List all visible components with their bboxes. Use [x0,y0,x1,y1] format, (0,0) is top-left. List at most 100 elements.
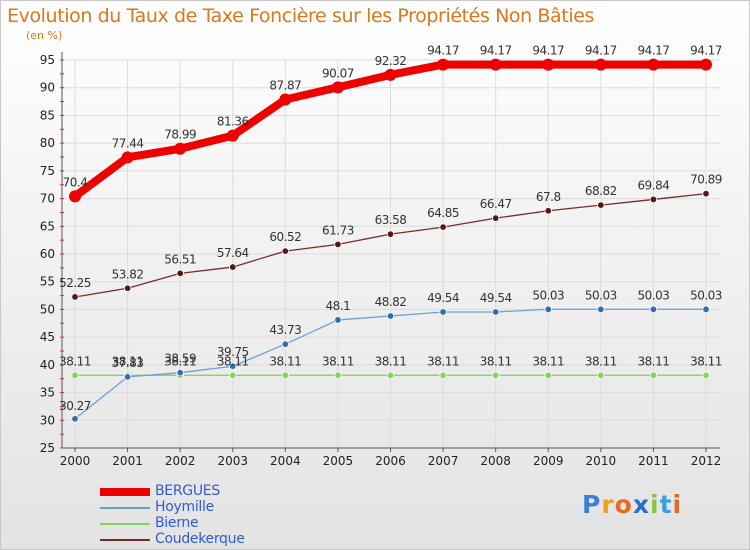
x-tick-label: 2003 [217,454,248,468]
data-point-bergues [437,58,450,71]
data-label-coudekerque: 61.73 [322,223,354,237]
y-tick-label: 55 [40,275,55,289]
y-axis-ticks: 25 30 35 40 45 50 55 60 65 70 75 80 85 90 95 [40,53,55,455]
logo-letter: x [632,490,650,519]
data-point-hoymille [334,316,342,324]
proxiti-logo: Proxiti [582,490,682,519]
data-label-bierne: 38.11 [164,354,196,368]
data-point-coudekerque [702,189,710,198]
data-label-bierne: 38.11 [375,354,407,368]
data-point-bierne [334,371,342,380]
y-tick-label: 95 [40,53,55,67]
data-point-coudekerque [281,247,290,255]
data-point-bierne [71,371,79,380]
data-label-coudekerque: 57.64 [217,246,249,260]
logo-letter: i [650,490,660,519]
data-point-hoymille [176,368,184,377]
data-label-bergues: 77.44 [112,136,144,150]
data-point-hoymille [71,415,79,423]
legend-swatch [100,523,150,525]
legend-label: Coudekerque [155,531,245,547]
data-label-bergues: 94.17 [480,44,512,58]
data-label-hoymille: 50.03 [690,288,722,302]
y-tick-label: 65 [40,219,55,233]
data-point-bierne [491,371,500,380]
data-point-coudekerque [597,201,605,209]
data-label-bergues: 81.36 [217,115,249,129]
data-label-bierne: 38.11 [322,354,354,368]
x-tick-label: 2011 [638,454,669,468]
data-point-hoymille [702,305,710,313]
data-point-coudekerque [649,195,658,204]
data-label-coudekerque: 53.82 [112,267,144,281]
data-point-hoymille [439,308,447,316]
legend-item-coudekerque: Coudekerque [100,531,300,548]
data-point-coudekerque [176,269,184,278]
x-tick-label: 2007 [428,454,459,468]
data-label-bergues: 78.99 [164,128,196,142]
data-label-coudekerque: 66.47 [480,197,512,211]
data-label-bergues: 94.17 [690,44,722,58]
y-tick-label: 40 [40,358,55,372]
data-label-bierne: 38.11 [112,354,144,368]
legend-item-hoymille: Hoymille [100,499,300,516]
data-label-hoymille: 43.73 [269,323,301,337]
legend-label: Bierne [155,515,199,531]
y-tick-label: 25 [40,441,55,455]
data-label-coudekerque: 63.58 [375,213,407,227]
data-point-bergues [121,151,134,164]
data-label-hoymille: 30.27 [59,399,91,413]
y-tick-label: 50 [40,302,55,316]
data-point-hoymille [544,305,552,313]
data-point-coudekerque [71,293,79,301]
x-tick-label: 2010 [586,454,617,468]
data-point-bergues [174,142,187,155]
data-label-hoymille: 37.83 [112,356,144,370]
data-label-hoymille: 39.75 [217,345,249,359]
data-label-hoymille: 50.03 [532,288,564,302]
data-label-bierne: 38.11 [585,354,617,368]
data-point-coudekerque [123,284,132,292]
y-tick-label: 80 [40,136,55,150]
y-tick-label: 45 [40,330,55,344]
data-point-hoymille [281,340,290,348]
legend-item-bierne: Bierne [100,515,300,532]
legend-label: Hoymille [155,499,214,515]
x-tick-label: 2002 [165,454,196,468]
data-label-coudekerque: 64.85 [427,206,459,220]
data-point-hoymille [229,362,237,370]
data-point-bierne [281,371,290,380]
data-point-bergues [647,58,660,71]
data-label-coudekerque: 68.82 [585,184,617,198]
data-point-coudekerque [491,214,500,222]
data-point-bierne [439,371,447,380]
data-point-coudekerque [334,240,342,249]
data-point-coudekerque [229,263,237,271]
legend-label: BERGUES [155,483,220,499]
data-label-bergues: 90.07 [322,66,354,80]
chart-title: Evolution du Taux de Taxe Foncière sur l… [7,5,595,27]
data-label-bierne: 38.11 [427,354,459,368]
data-point-bierne [702,371,710,380]
logo-letter: t [659,490,673,519]
data-label-coudekerque: 60.52 [269,230,301,244]
data-label-bergues: 94.17 [585,44,617,58]
data-point-hoymille [491,308,500,316]
legend-swatch [100,507,150,509]
data-point-hoymille [123,373,132,381]
x-tick-label: 2012 [691,454,722,468]
data-label-coudekerque: 70.89 [690,173,722,187]
data-point-bergues [594,58,607,71]
data-label-hoymille: 48.82 [375,295,407,309]
data-label-coudekerque: 52.25 [59,276,91,290]
data-point-bergues [226,129,239,142]
data-point-hoymille [597,305,605,313]
y-tick-label: 30 [40,413,55,427]
data-label-bierne: 38.11 [532,354,564,368]
data-label-hoymille: 48.1 [326,299,351,313]
data-label-coudekerque: 69.84 [637,178,669,192]
y-tick-label: 75 [40,164,55,178]
logo-letter: P [582,490,602,519]
